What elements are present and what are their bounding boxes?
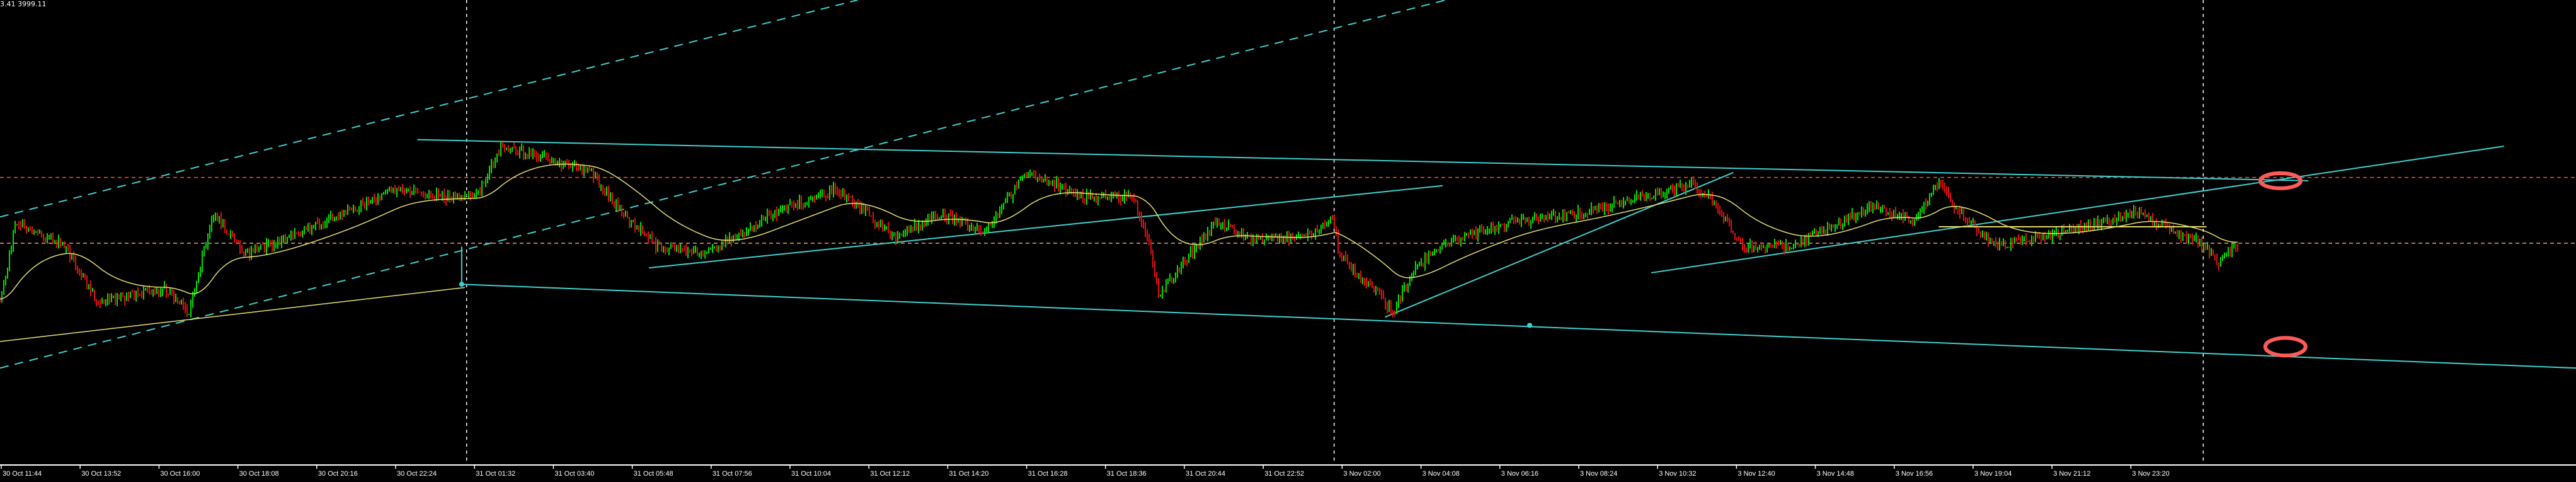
ohlc-readout: 3.41 3999.11 — [0, 0, 47, 8]
x-tick-label: 3 Nov 12:40 — [1737, 470, 1775, 478]
x-tick-label: 31 Oct 20:44 — [1186, 470, 1225, 478]
x-tick-label: 31 Oct 05:48 — [634, 470, 673, 478]
x-tick-label: 30 Oct 22:24 — [397, 470, 437, 478]
x-tick-label: 3 Nov 02:00 — [1343, 470, 1380, 478]
slow-moving-average-line — [0, 287, 466, 342]
x-tick-label: 3 Nov 16:56 — [1896, 470, 1933, 478]
x-tick-label: 3 Nov 08:24 — [1580, 470, 1617, 478]
trendline[interactable] — [649, 185, 1443, 269]
x-tick-label: 30 Oct 16:00 — [160, 470, 200, 478]
x-tick-label: 3 Nov 06:16 — [1501, 470, 1538, 478]
x-tick-label: 3 Nov 04:08 — [1423, 470, 1460, 478]
x-tick-label: 3 Nov 21:12 — [2053, 470, 2090, 478]
x-tick-label: 30 Oct 18:08 — [239, 470, 279, 478]
x-tick-label: 31 Oct 14:20 — [949, 470, 988, 478]
x-tick-label: 30 Oct 13:52 — [81, 470, 121, 478]
x-tick-label: 31 Oct 18:36 — [1107, 470, 1147, 478]
highlight-circle — [2258, 171, 2303, 190]
trendline-anchor-point[interactable] — [459, 282, 464, 287]
x-tick-label: 31 Oct 01:32 — [476, 470, 515, 478]
x-tick-label: 31 Oct 16:28 — [1028, 470, 1068, 478]
x-tick-label: 3 Nov 23:20 — [2132, 470, 2169, 478]
trendline[interactable] — [1385, 171, 1734, 318]
x-tick-label: 31 Oct 22:52 — [1264, 470, 1304, 478]
highlight-circle — [2263, 336, 2308, 358]
channel-lower-line[interactable] — [461, 284, 2576, 369]
x-tick-label: 31 Oct 07:56 — [713, 470, 752, 478]
x-tick-label: 31 Oct 10:04 — [791, 470, 831, 478]
x-tick-label: 31 Oct 03:40 — [554, 470, 594, 478]
channel-upper-line[interactable] — [417, 139, 2309, 181]
trendline-anchor-point[interactable] — [1527, 323, 1533, 328]
x-tick-label: 30 Oct 11:44 — [3, 470, 42, 478]
x-tick-label: 3 Nov 14:48 — [1817, 470, 1854, 478]
x-tick-label: 30 Oct 20:16 — [318, 470, 358, 478]
dashed-trendline[interactable] — [0, 0, 1446, 369]
x-tick-label: 31 Oct 12:12 — [870, 470, 910, 478]
dashed-trendline[interactable] — [0, 0, 858, 218]
rising-trendline[interactable] — [1651, 146, 2504, 273]
x-tick-label: 3 Nov 10:32 — [1659, 470, 1696, 478]
x-tick-label: 3 Nov 19:04 — [1974, 470, 2012, 478]
moving-average-line — [0, 163, 2238, 300]
